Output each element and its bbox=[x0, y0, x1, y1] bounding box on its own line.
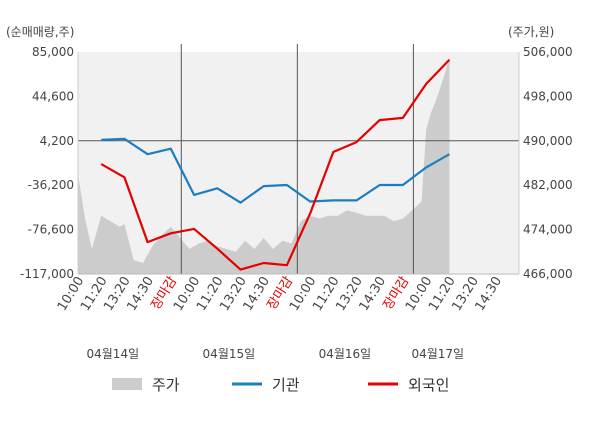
series-line-기관 bbox=[101, 137, 450, 204]
date-label: 04월15일 bbox=[203, 347, 256, 361]
right-tick-label: 474,000 bbox=[523, 223, 573, 237]
legend-label: 기관 bbox=[272, 376, 300, 394]
left-tick-label: -76,600 bbox=[28, 223, 74, 237]
left-axis-unit: (순매매량,주) bbox=[6, 25, 74, 39]
right-tick-label: 466,000 bbox=[523, 267, 573, 281]
date-label: 04월17일 bbox=[411, 347, 464, 361]
date-label: 04월16일 bbox=[319, 347, 372, 361]
legend-swatch-price bbox=[112, 378, 142, 390]
series-line-외국인 bbox=[100, 58, 451, 271]
date-labels: 04월14일 04월15일 04월16일 04월17일 bbox=[87, 347, 465, 361]
net-trade-series bbox=[100, 58, 451, 271]
grid-lines bbox=[77, 44, 520, 275]
right-tick-label: 506,000 bbox=[523, 45, 573, 59]
right-y-axis: 506,000 498,000 490,000 482,000 474,000 466,0… bbox=[523, 45, 573, 281]
left-tick-label: 85,000 bbox=[32, 45, 74, 59]
left-tick-label: 44,600 bbox=[32, 89, 74, 103]
x-axis: 10:0011:2013:2014:30장마감10:0011:2013:2014… bbox=[55, 274, 505, 314]
date-label: 04월14일 bbox=[87, 347, 140, 361]
left-y-axis: 85,000 44,600 4,200 -36,200 -76,600 -117,000 bbox=[20, 45, 74, 281]
right-tick-label: 490,000 bbox=[523, 134, 573, 148]
price-area bbox=[78, 57, 450, 274]
legend-label: 주가 bbox=[152, 376, 180, 394]
left-tick-label: -36,200 bbox=[28, 178, 74, 192]
right-tick-label: 482,000 bbox=[523, 178, 573, 192]
legend: 주가 기관 외국인 bbox=[112, 376, 449, 394]
right-axis-unit: (주가,원) bbox=[508, 25, 554, 39]
legend-label: 외국인 bbox=[408, 376, 449, 394]
price-area-series bbox=[78, 57, 450, 274]
left-tick-label: -117,000 bbox=[20, 267, 74, 281]
left-tick-label: 4,200 bbox=[40, 134, 74, 148]
right-tick-label: 498,000 bbox=[523, 89, 573, 103]
